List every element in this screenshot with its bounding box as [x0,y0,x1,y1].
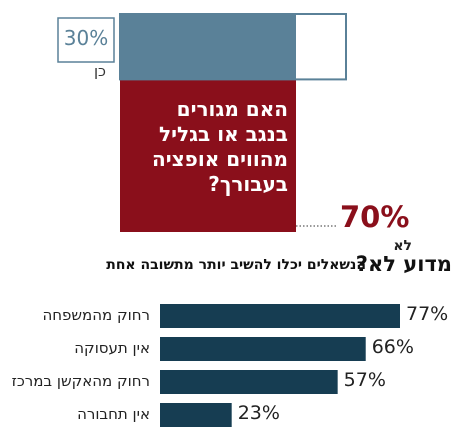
value-label: 57% [343,369,386,391]
legend-label: כן [93,62,106,80]
category-label: אין תחבורה [77,405,150,423]
question-line: מהווים אופציה [152,147,288,172]
question-line: בנגב או בגליל [159,122,288,147]
bar [160,304,400,328]
segment [120,79,296,233]
category-label: אין תעסוקה [74,339,150,357]
question-line: בעבורך? [208,172,288,197]
category-label: רחוק מהמשפחה [42,306,150,324]
segment [120,14,296,80]
label-box [57,17,115,63]
category-label: רחוק מהאקשן במרכז [11,372,150,390]
value-label: 23% [237,402,280,424]
bar [160,337,366,361]
bar [160,403,232,427]
value-label: 70% [340,200,410,234]
question-line: האם מגורים [176,97,288,122]
value-label: 66% [371,336,414,358]
chart-subtitle: הנשאלים יכלו להשיב יותר מתשובה אחת [106,257,366,273]
value-label: 77% [406,303,449,325]
chart-title: מדוע לא? [355,252,452,276]
bar [160,370,338,394]
outline [119,13,347,81]
value-label: 30% [63,26,109,50]
legend-label: לא [393,238,412,254]
